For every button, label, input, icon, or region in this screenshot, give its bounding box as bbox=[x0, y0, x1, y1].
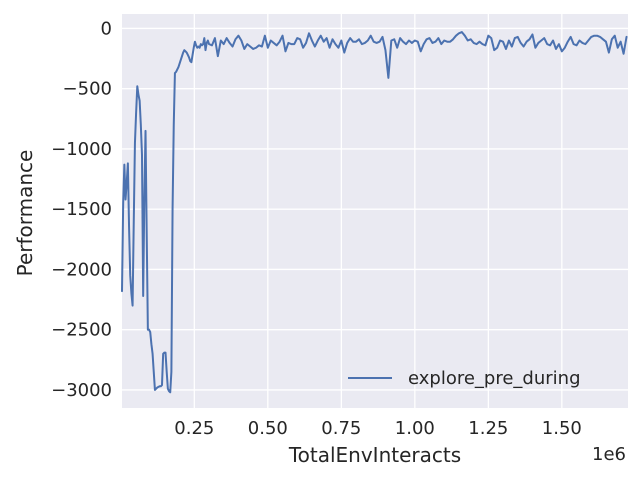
x-tick-label: 1.50 bbox=[542, 418, 582, 439]
grid bbox=[122, 14, 628, 408]
y-tick-labels: 0 −500 −1000 −1500 −2000 −2500 −3000 bbox=[51, 18, 112, 400]
x-tick-label: 0.25 bbox=[174, 418, 214, 439]
plot-background bbox=[122, 14, 628, 408]
y-tick-label: −500 bbox=[63, 79, 112, 100]
y-tick-label: −1500 bbox=[51, 199, 112, 220]
series-layer bbox=[121, 31, 628, 394]
y-tick-label: −2000 bbox=[51, 259, 112, 280]
x-axis-offset-label: 1e6 bbox=[592, 444, 626, 465]
x-tick-label: 1.25 bbox=[468, 418, 508, 439]
legend: explore_pre_during bbox=[348, 368, 581, 389]
legend-label: explore_pre_during bbox=[408, 368, 581, 389]
y-tick-label: −1000 bbox=[51, 139, 112, 160]
x-tick-label: 1.00 bbox=[395, 418, 435, 439]
y-axis-label: Performance bbox=[13, 150, 37, 277]
y-tick-label: −2500 bbox=[51, 320, 112, 341]
y-tick-label: −3000 bbox=[51, 380, 112, 401]
y-tick-label: 0 bbox=[101, 18, 112, 39]
x-tick-label: 0.50 bbox=[248, 418, 288, 439]
x-axis-label: TotalEnvInteracts bbox=[288, 443, 461, 467]
x-tick-label: 0.75 bbox=[321, 418, 361, 439]
x-tick-labels: 0.25 0.50 0.75 1.00 1.25 1.50 bbox=[174, 418, 582, 439]
series-line-explore-pre-during bbox=[121, 31, 628, 394]
